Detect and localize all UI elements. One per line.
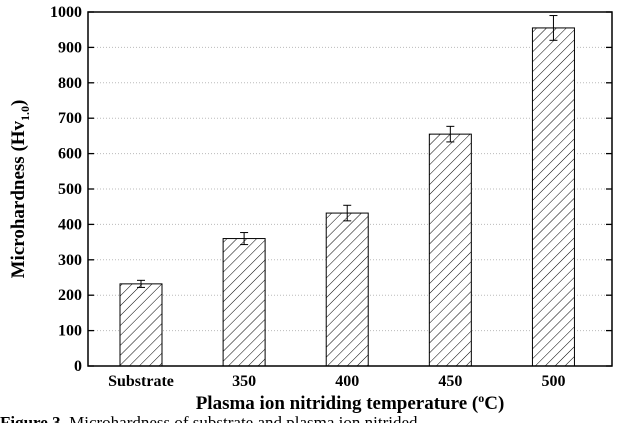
x-tick-label: 450 [438,373,462,390]
y-axis-label: Microhardness (Hv1.0) [8,100,32,279]
y-tick-label: 700 [58,110,82,127]
x-axis-label: Plasma ion nitriding temperature (oC) [196,391,505,414]
y-tick-label: 0 [74,358,82,375]
x-tick-label: 500 [541,373,565,390]
y-tick-label: 400 [58,216,82,233]
y-tick-label: 800 [58,75,82,92]
y-tick-label: 1000 [50,4,82,21]
bar [222,238,266,367]
y-tick-label: 500 [58,181,82,198]
x-tick-label: 400 [335,373,359,390]
y-tick-label: 600 [58,146,82,163]
y-tick-label: 900 [58,39,82,56]
bar [531,27,575,367]
bar [325,212,369,367]
bar [428,133,472,367]
x-tick-label: Substrate [108,373,174,390]
bar [119,283,163,367]
caption: Figure 3. Microhardness of substrate and… [0,413,418,423]
plot-frame [87,11,613,367]
x-tick-label: 350 [232,373,256,390]
y-tick-label: 200 [58,287,82,304]
y-tick-label: 300 [58,252,82,269]
y-tick-label: 100 [58,323,82,340]
